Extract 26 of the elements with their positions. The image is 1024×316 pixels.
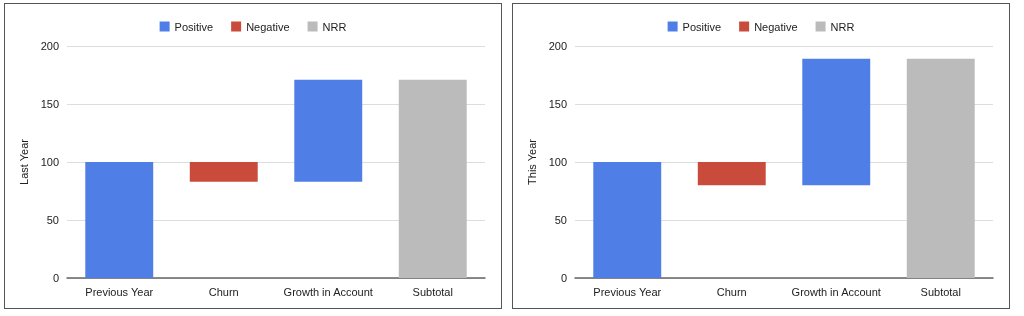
legend-label: Positive bbox=[682, 20, 722, 33]
x-tick-label: Churn bbox=[716, 285, 747, 298]
legend-label: NRR bbox=[322, 20, 347, 33]
x-tick-label: Churn bbox=[208, 285, 239, 298]
y-tick-label: 150 bbox=[548, 98, 567, 110]
y-tick-label: 50 bbox=[46, 214, 59, 226]
y-axis-title: This Year bbox=[526, 138, 539, 185]
y-tick-label: 0 bbox=[560, 272, 567, 284]
legend-label: Positive bbox=[174, 20, 214, 33]
y-axis-title: Last Year bbox=[18, 138, 31, 185]
x-tick-label: Previous Year bbox=[593, 285, 662, 298]
legend-label: NRR bbox=[830, 20, 855, 33]
x-tick-label: Previous Year bbox=[85, 285, 154, 298]
y-tick-label: 150 bbox=[40, 98, 59, 110]
y-tick-label: 200 bbox=[548, 40, 567, 52]
legend-label: Negative bbox=[246, 20, 290, 33]
x-tick-label: Subtotal bbox=[920, 285, 961, 298]
y-tick-label: 100 bbox=[40, 156, 59, 168]
x-tick-label: Growth in Account bbox=[791, 285, 881, 298]
y-tick-label: 0 bbox=[52, 272, 59, 284]
x-tick-label: Subtotal bbox=[412, 285, 453, 298]
legend-label: Negative bbox=[754, 20, 798, 33]
y-tick-label: 200 bbox=[40, 40, 59, 52]
x-tick-label: Growth in Account bbox=[283, 285, 373, 298]
y-tick-label: 100 bbox=[548, 156, 567, 168]
y-tick-label: 50 bbox=[554, 214, 567, 226]
